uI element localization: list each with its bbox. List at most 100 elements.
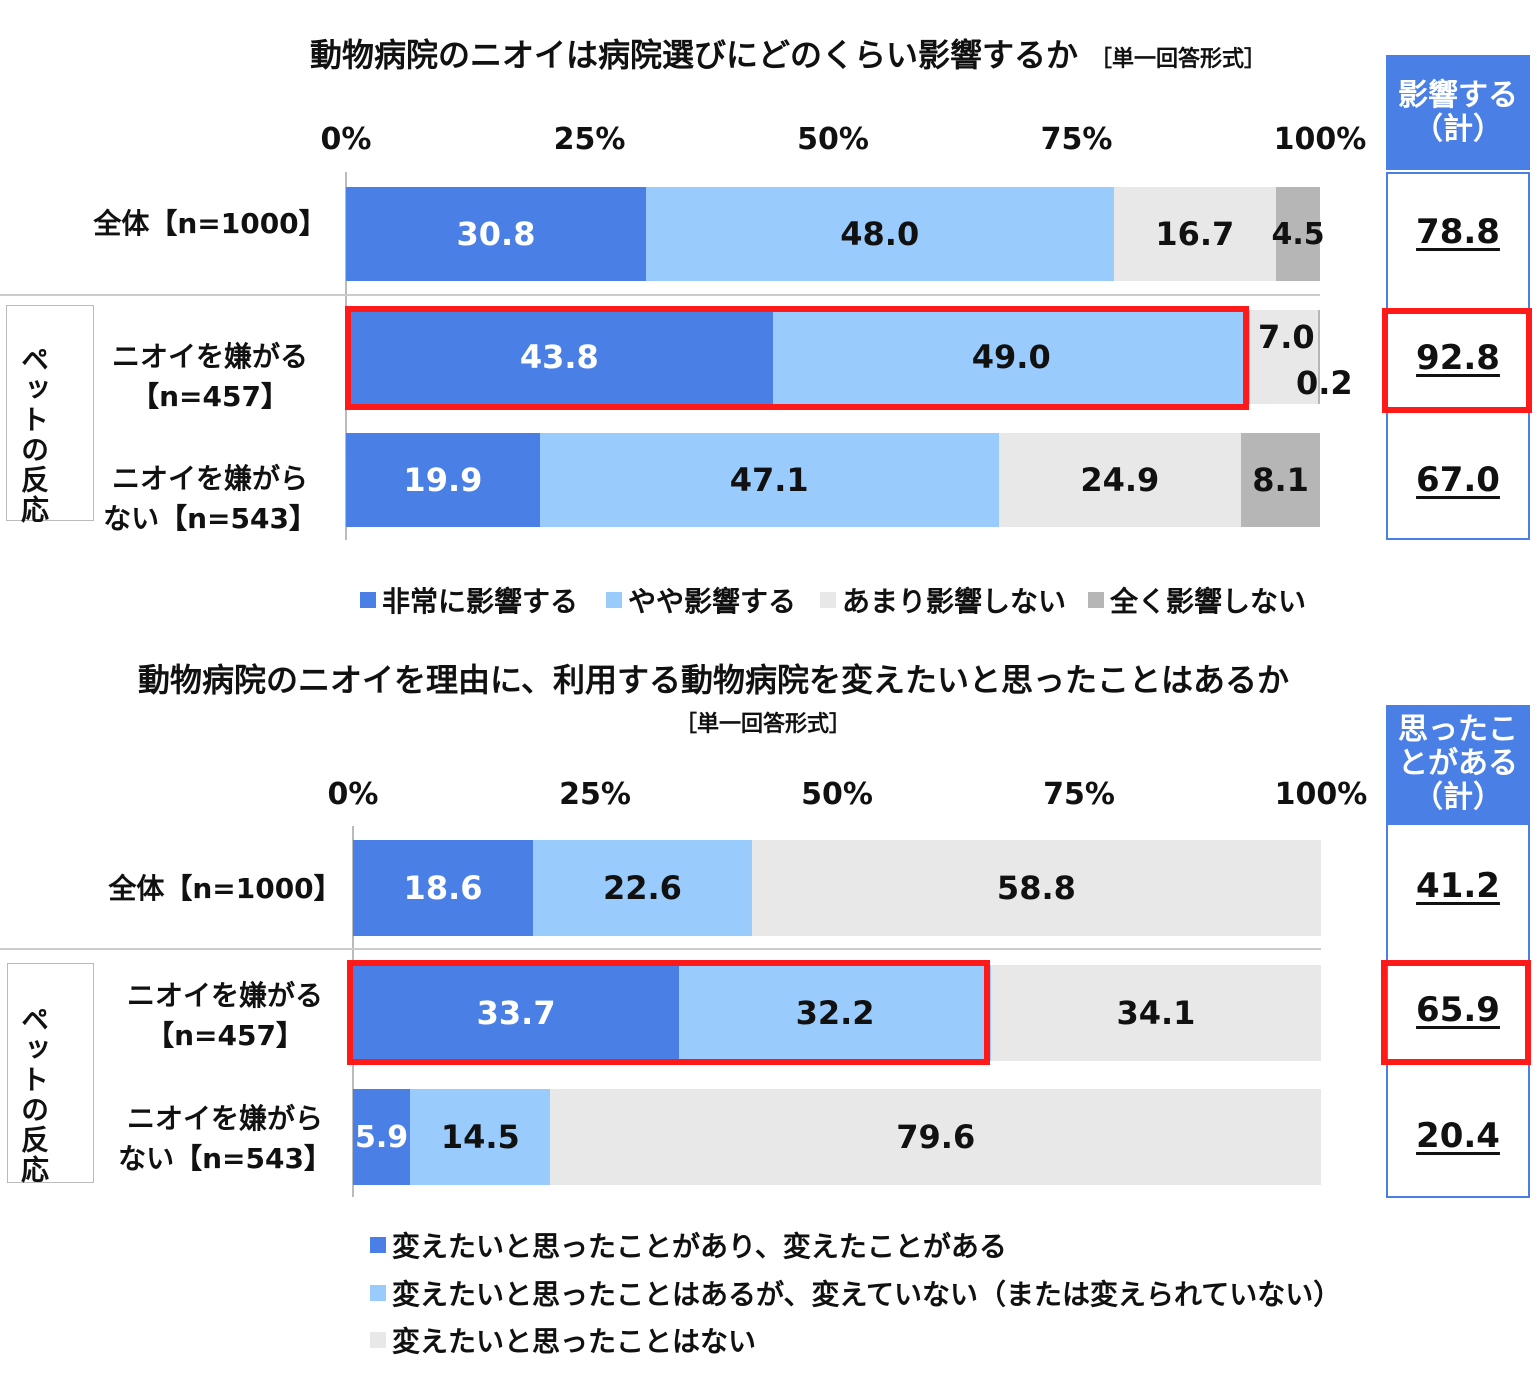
chart1-data-label: 24.9	[1080, 461, 1160, 499]
chart1-tick-label: 0%	[320, 122, 372, 157]
chart1-bar-segment: 48.0	[645, 187, 1114, 281]
chart1-data-label: 19.9	[403, 461, 483, 499]
chart2-data-label: 34.1	[1116, 994, 1196, 1032]
chart1-total-value: 78.8	[1416, 212, 1500, 252]
chart2-group-label: ペットの反応	[17, 1005, 50, 1185]
chart2-title: 動物病院のニオイを理由に、利用する動物病院を変えたいと思ったことはあるか	[138, 655, 1289, 701]
chart2-data-label: 18.6	[403, 869, 483, 907]
chart2-total-header: 思ったことがある（計）	[1386, 705, 1530, 823]
chart1-bar-segment: 49.0	[772, 310, 1250, 404]
chart1-legend-item: あまり影響しない	[820, 580, 1066, 620]
chart1-legend-swatch	[606, 592, 622, 608]
chart2-legend-item: 変えたいと思ったことはない	[370, 1320, 756, 1360]
chart1-total-header: 影響する（計）	[1386, 55, 1530, 170]
chart1-subtitle: ［単一回答形式］	[1090, 47, 1267, 72]
chart2-row-label: 全体【n=1000】	[108, 872, 342, 905]
chart1-data-label: 49.0	[971, 338, 1051, 376]
chart1-tick-label: 25%	[553, 122, 626, 157]
chart2-subtitle: ［単一回答形式］	[675, 712, 852, 737]
chart2-tick-label: 100%	[1274, 777, 1368, 812]
chart2-legend-swatch	[370, 1332, 386, 1348]
chart2-data-label: 14.5	[440, 1118, 520, 1156]
chart1-total-value: 92.8	[1416, 338, 1500, 378]
chart1-title: 動物病院のニオイは病院選びにどのくらい影響するか ［単一回答形式］	[310, 30, 1266, 76]
chart1-legend-item: 全く影響しない	[1088, 580, 1306, 620]
chart1-bar-segment: 24.9	[998, 433, 1242, 527]
chart2-bar-segment: 79.6	[550, 1089, 1321, 1185]
chart1-bar-segment: 47.1	[539, 433, 999, 527]
chart1-bar-segment: 19.9	[346, 433, 540, 527]
chart1-data-label: 48.0	[840, 215, 920, 253]
chart1-data-label: 0.2	[1296, 364, 1353, 402]
chart2-total-value: 41.2	[1416, 866, 1500, 906]
chart2-title-text: 動物病院のニオイを理由に、利用する動物病院を変えたいと思ったことはあるか	[138, 661, 1290, 699]
chart1-data-label: 4.5	[1271, 216, 1325, 252]
chart1-legend-label: やや影響する	[628, 585, 797, 618]
chart2-tick-label: 75%	[1043, 777, 1115, 812]
chart2-total-value: 65.9	[1416, 990, 1500, 1030]
chart1-title-text: 動物病院のニオイは病院選びにどのくらい影響するか	[310, 36, 1079, 74]
chart2-legend-swatch	[370, 1237, 386, 1253]
chart1-tick-label: 100%	[1273, 122, 1367, 157]
chart2-legend-item: 変えたいと思ったことがあり、変えたことがある	[370, 1225, 1007, 1265]
chart1-legend-label: あまり影響しない	[842, 585, 1067, 618]
chart2-bar-segment: 32.2	[679, 965, 991, 1061]
chart2-separator	[0, 948, 1321, 950]
chart2-data-label: 79.6	[896, 1118, 976, 1156]
chart1-total-header-text: 影響する（計）	[1398, 77, 1518, 147]
chart2-bar-segment: 5.9	[353, 1089, 411, 1185]
chart1-bar-segment	[1318, 310, 1320, 404]
chart2-row-label: ない【n=543】	[118, 1142, 332, 1175]
chart1-legend-swatch	[1088, 592, 1104, 608]
chart1-highlight-box	[345, 306, 1249, 410]
chart1-group-label: ペットの反応	[17, 345, 50, 525]
chart2-total-value: 20.4	[1416, 1116, 1500, 1156]
chart2-bar-segment: 18.6	[353, 840, 534, 936]
chart2-data-label: 33.7	[476, 994, 556, 1032]
chart2-bar-segment: 22.6	[533, 840, 752, 936]
chart2-legend-swatch	[370, 1285, 386, 1301]
chart2-data-label: 22.6	[602, 869, 682, 907]
chart1-legend-label: 全く影響しない	[1110, 585, 1307, 618]
chart1-data-label: 43.8	[519, 338, 599, 376]
chart2-legend-label: 変えたいと思ったことがあり、変えたことがある	[392, 1230, 1007, 1263]
chart1-group-box	[6, 305, 94, 521]
chart1-data-label: 16.7	[1155, 215, 1235, 253]
chart1-row-label: ない【n=543】	[103, 502, 317, 535]
chart1-bar-segment: 16.7	[1113, 187, 1277, 281]
chart2-group-box	[7, 963, 94, 1183]
chart1-tick-label: 75%	[1040, 122, 1113, 157]
chart2-row-label: 【n=457】	[146, 1019, 304, 1052]
chart1-bar-segment: 8.1	[1241, 433, 1320, 527]
chart2-row-label: ニオイを嫌がる	[126, 979, 324, 1012]
chart2-data-label: 58.8	[996, 869, 1076, 907]
chart2-legend-item: 変えたいと思ったことはあるが、変えていない（または変えられていない）	[370, 1273, 1341, 1313]
chart2-tick-label: 25%	[559, 777, 631, 812]
chart2-bar-segment: 58.8	[751, 840, 1321, 936]
chart2-row-label: ニオイを嫌がら	[126, 1102, 324, 1135]
chart1-row-label: ニオイを嫌がら	[111, 462, 309, 495]
chart1-bar-segment: 30.8	[346, 187, 646, 281]
chart2-tick-label: 0%	[327, 777, 379, 812]
chart2-tick-label: 50%	[801, 777, 873, 812]
chart1-bar-segment	[1249, 310, 1319, 404]
chart1-total-value: 67.0	[1416, 460, 1500, 500]
chart2-total-highlight-box	[1381, 960, 1531, 1065]
chart1-row-label: 【n=457】	[131, 380, 289, 413]
chart1-legend-swatch	[820, 592, 836, 608]
chart1-tick-label: 50%	[797, 122, 869, 157]
chart2-data-label: 32.2	[795, 994, 875, 1032]
chart1-legend-swatch	[360, 592, 376, 608]
chart2-data-label: 5.9	[354, 1119, 409, 1155]
chart1-legend-item: やや影響する	[606, 580, 796, 620]
chart1-data-label: 30.8	[456, 215, 536, 253]
chart2-bar-segment: 14.5	[410, 1089, 551, 1185]
chart1-separator	[0, 294, 1320, 296]
chart1-data-label: 8.1	[1252, 461, 1309, 499]
chart1-legend-label: 非常に影響する	[382, 585, 579, 618]
chart2-bar-segment: 34.1	[990, 965, 1321, 1061]
chart2-bar-segment: 33.7	[353, 965, 680, 1061]
chart1-data-label: 7.0	[1258, 318, 1315, 356]
chart1-row-label: 全体【n=1000】	[93, 207, 327, 240]
chart1-bar-segment: 4.5	[1272, 187, 1325, 281]
